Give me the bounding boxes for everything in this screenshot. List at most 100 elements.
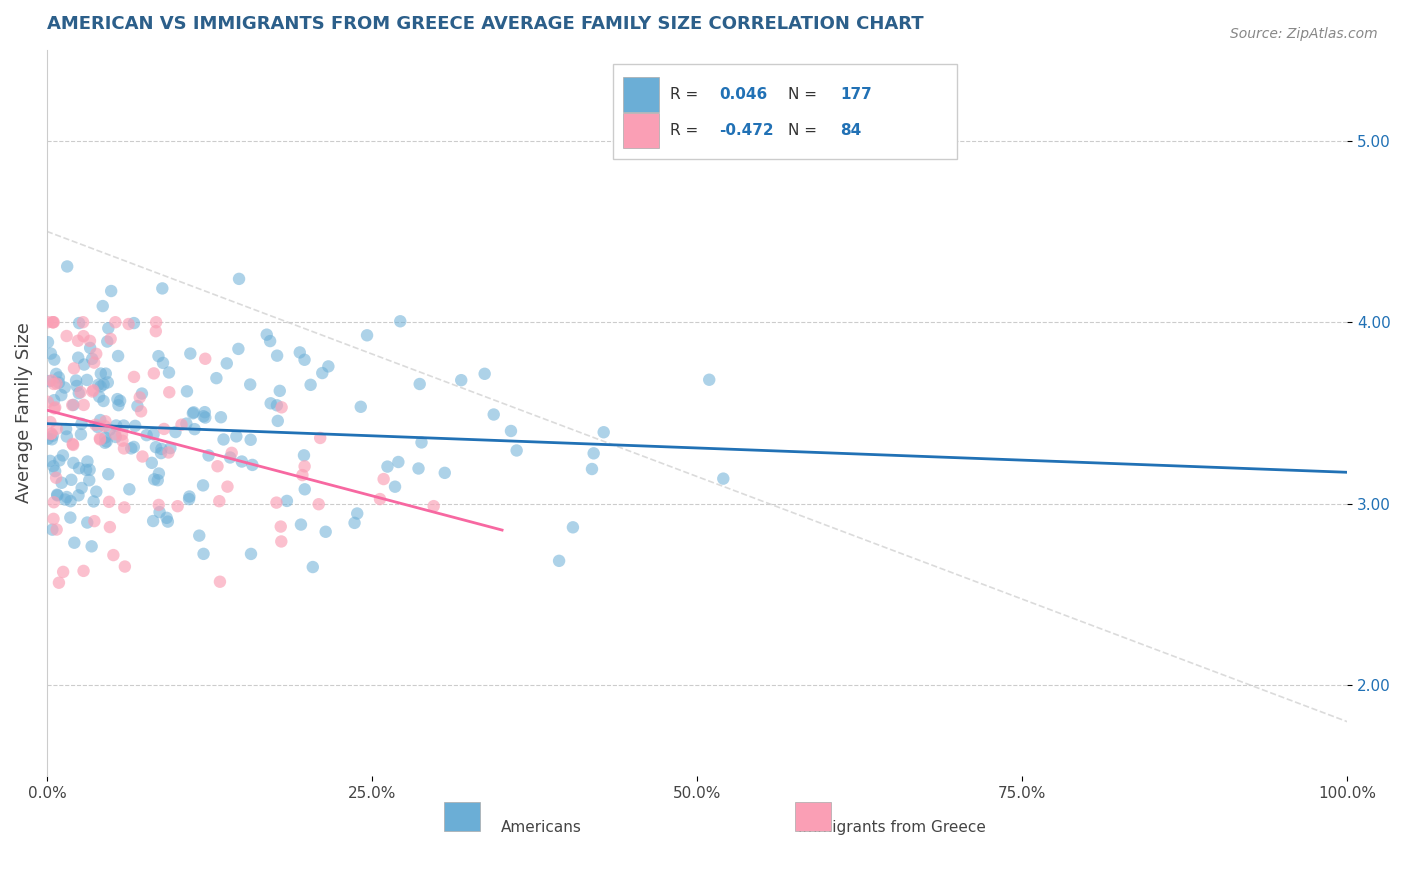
- Immigrants from Greece: [145, 324, 167, 338]
- Americans: [231, 454, 253, 468]
- Americans: [124, 418, 146, 433]
- Americans: [266, 349, 288, 363]
- Americans: [97, 376, 120, 390]
- Americans: [474, 367, 496, 381]
- Americans: [294, 352, 316, 367]
- Immigrants from Greece: [42, 495, 65, 509]
- Immigrants from Greece: [217, 480, 239, 494]
- Americans: [181, 406, 204, 420]
- Immigrants from Greece: [42, 315, 65, 329]
- Americans: [70, 427, 93, 442]
- Americans: [59, 494, 82, 508]
- Americans: [67, 316, 90, 330]
- Americans: [150, 281, 173, 295]
- Text: AMERICAN VS IMMIGRANTS FROM GREECE AVERAGE FAMILY SIZE CORRELATION CHART: AMERICAN VS IMMIGRANTS FROM GREECE AVERA…: [46, 15, 924, 33]
- Americans: [51, 475, 73, 490]
- Text: 0.046: 0.046: [720, 87, 768, 102]
- Americans: [148, 467, 170, 481]
- Text: -0.472: -0.472: [720, 123, 773, 138]
- Americans: [107, 349, 129, 363]
- Immigrants from Greece: [89, 432, 111, 446]
- Immigrants from Greece: [309, 431, 332, 445]
- Americans: [45, 367, 67, 381]
- Americans: [240, 547, 263, 561]
- Americans: [94, 431, 117, 445]
- Americans: [80, 539, 103, 553]
- Immigrants from Greece: [100, 332, 122, 346]
- Americans: [315, 524, 337, 539]
- Americans: [148, 505, 170, 519]
- Americans: [276, 494, 298, 508]
- Americans: [242, 458, 264, 472]
- Immigrants from Greece: [103, 548, 125, 562]
- Americans: [89, 390, 111, 404]
- Americans: [94, 435, 117, 450]
- Americans: [228, 272, 250, 286]
- Americans: [179, 346, 201, 360]
- Immigrants from Greece: [52, 565, 75, 579]
- Americans: [409, 376, 432, 391]
- Immigrants from Greece: [170, 417, 193, 432]
- Americans: [219, 450, 242, 465]
- Immigrants from Greece: [82, 384, 104, 398]
- Americans: [450, 373, 472, 387]
- Americans: [55, 422, 77, 436]
- Americans: [212, 433, 235, 447]
- Immigrants from Greece: [44, 401, 66, 416]
- Americans: [66, 379, 89, 393]
- Americans: [56, 260, 79, 274]
- Americans: [269, 384, 291, 398]
- Americans: [70, 481, 93, 495]
- Americans: [107, 392, 129, 406]
- Immigrants from Greece: [60, 398, 83, 412]
- Immigrants from Greece: [270, 401, 292, 415]
- FancyBboxPatch shape: [623, 113, 659, 148]
- Americans: [581, 462, 603, 476]
- Text: R =: R =: [669, 87, 703, 102]
- Immigrants from Greece: [83, 356, 105, 370]
- Americans: [150, 442, 173, 456]
- Americans: [122, 316, 145, 330]
- Americans: [62, 456, 84, 470]
- Immigrants from Greece: [45, 471, 67, 485]
- Immigrants from Greece: [208, 574, 231, 589]
- Americans: [433, 466, 456, 480]
- Americans: [79, 463, 101, 477]
- FancyBboxPatch shape: [623, 77, 659, 112]
- Americans: [41, 432, 63, 446]
- Americans: [356, 328, 378, 343]
- Immigrants from Greece: [42, 315, 65, 329]
- Americans: [188, 528, 211, 542]
- Americans: [311, 366, 333, 380]
- Americans: [387, 455, 409, 469]
- Text: N =: N =: [789, 87, 823, 102]
- FancyBboxPatch shape: [613, 64, 957, 159]
- Americans: [267, 414, 290, 428]
- Americans: [38, 374, 60, 388]
- Americans: [42, 428, 65, 442]
- Americans: [152, 356, 174, 370]
- Americans: [87, 377, 110, 392]
- Americans: [146, 473, 169, 487]
- Americans: [183, 422, 205, 436]
- Immigrants from Greece: [148, 498, 170, 512]
- Americans: [377, 459, 399, 474]
- Americans: [70, 417, 93, 431]
- Americans: [51, 388, 73, 402]
- Americans: [156, 511, 179, 525]
- Text: 84: 84: [841, 123, 862, 138]
- Immigrants from Greece: [41, 426, 63, 441]
- Immigrants from Greece: [72, 564, 94, 578]
- Americans: [288, 345, 311, 359]
- Americans: [205, 371, 228, 385]
- Americans: [83, 494, 105, 508]
- Americans: [193, 547, 215, 561]
- Americans: [48, 453, 70, 467]
- Americans: [89, 413, 111, 427]
- Americans: [52, 449, 75, 463]
- Immigrants from Greece: [142, 367, 165, 381]
- Americans: [53, 492, 76, 507]
- Americans: [548, 554, 571, 568]
- Immigrants from Greece: [291, 468, 314, 483]
- Americans: [193, 409, 215, 424]
